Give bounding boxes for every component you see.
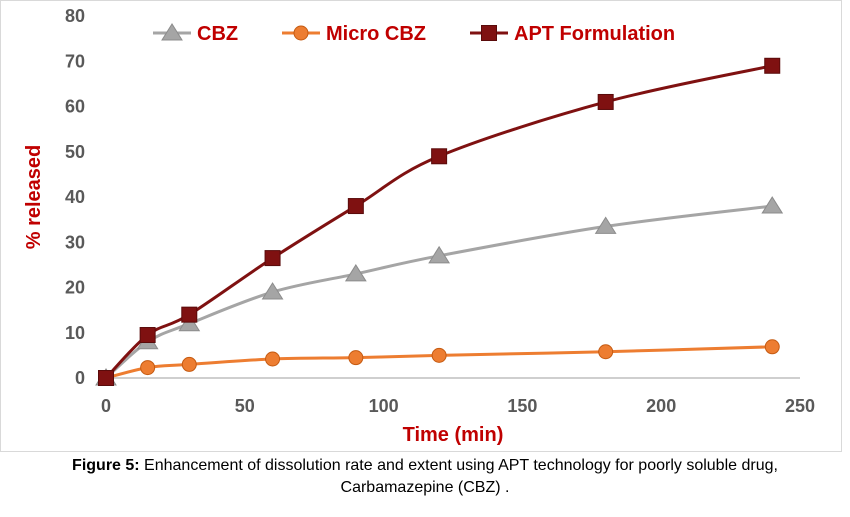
data-point [764,57,781,74]
data-point [98,370,114,386]
data-point [264,250,281,267]
y-tick-label: 40 [65,187,85,207]
y-tick-label: 30 [65,232,85,252]
chart-frame [0,0,842,452]
legend-marker [293,25,309,41]
series-layer [95,57,784,386]
y-axis-title: % released [23,145,45,250]
series-micro-cbz [98,339,780,386]
figure-caption: Figure 5: Enhancement of dissolution rat… [0,455,850,499]
x-tick-label: 250 [785,396,815,416]
y-tick-label: 80 [65,6,85,26]
x-axis-title: Time (min) [403,424,504,446]
data-point [181,306,198,323]
caption-line-2: Carbamazepine (CBZ) . [340,479,510,496]
data-point [597,93,614,110]
data-point [764,339,780,355]
series-cbz [95,196,784,386]
caption-line-1: Figure 5: Enhancement of dissolution rat… [0,455,850,477]
data-point [178,313,201,332]
y-tick-label: 60 [65,97,85,117]
x-tick-label: 150 [507,396,537,416]
data-point [181,356,197,372]
data-point [428,245,451,264]
data-point [344,263,367,282]
legend-label: Micro CBZ [326,23,426,45]
caption-text: Enhancement of dissolution rate and exte… [139,457,778,474]
y-tick-label: 70 [65,51,85,71]
data-point [761,196,784,214]
data-point [348,350,364,366]
data-point [261,282,284,300]
legend-marker [161,23,183,41]
y-tick-label: 20 [65,278,85,298]
caption-lead: Figure 5: [72,457,140,474]
x-tick-label: 200 [646,396,676,416]
series-line [104,64,773,380]
data-point [598,344,614,360]
legend: CBZ Micro CBZ APT Formulation [153,23,675,45]
data-point [140,360,156,376]
y-tick-label: 10 [65,323,85,343]
data-point [594,216,617,234]
series-apt-formulation [98,57,781,386]
legend-label: CBZ [197,23,238,45]
x-tick-label: 100 [369,396,399,416]
legend-marker [481,25,497,41]
data-point [347,198,364,215]
dissolution-chart: 0 10 20 30 40 50 60 70 80 0 50 100 150 200 250 CBZ Micr… [23,6,815,446]
x-tick-label: 50 [235,396,255,416]
x-tick-label: 0 [101,396,111,416]
axes: 0 10 20 30 40 50 60 70 80 0 50 100 150 200 250 [65,6,815,416]
data-point [139,327,156,344]
data-point [431,347,447,363]
data-point [431,148,448,165]
y-tick-label: 50 [65,142,85,162]
data-point [265,351,281,367]
y-tick-label: 0 [75,368,85,388]
legend-label: APT Formulation [514,23,675,45]
